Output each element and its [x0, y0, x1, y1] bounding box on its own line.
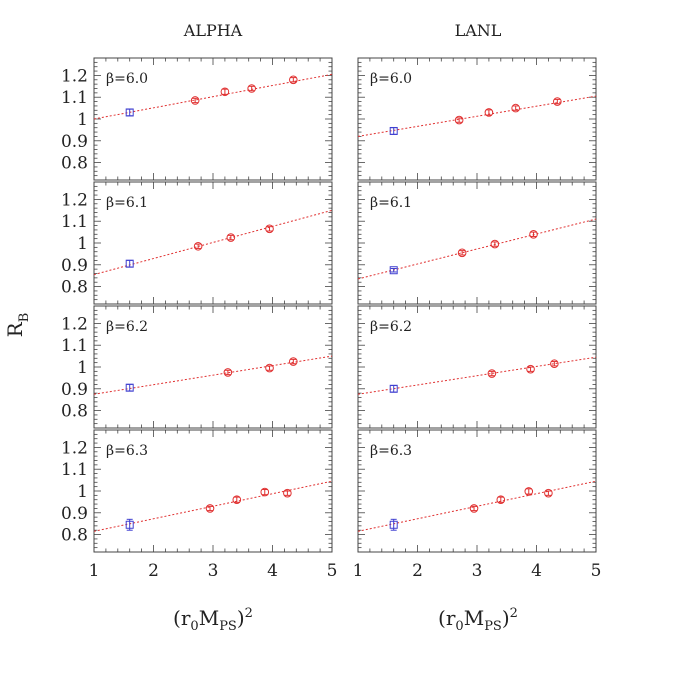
data-point-circle — [190, 96, 200, 105]
y-tick-label: 0.8 — [61, 278, 88, 298]
beta-label: β=6.1 — [106, 195, 148, 211]
y-tick-label: 0.8 — [61, 402, 88, 422]
data-point-circle — [265, 363, 274, 373]
x-tick-label: 4 — [531, 561, 542, 581]
data-point-circle — [193, 241, 203, 251]
data-point-circle — [457, 248, 467, 258]
panel-lanl-row-2: β=6.1 — [357, 181, 597, 305]
y-tick-label: 1.1 — [61, 212, 88, 232]
beta-label: β=6.2 — [106, 319, 148, 335]
y-tick-label: 1.2 — [61, 438, 88, 458]
x-tick-label: 4 — [267, 561, 278, 581]
data-point-circle — [265, 224, 274, 234]
data-point-square — [389, 126, 398, 135]
data-point-square — [125, 520, 134, 529]
data-point-square — [125, 383, 134, 392]
data-point-circle — [484, 108, 494, 117]
beta-label: β=6.1 — [370, 195, 412, 211]
column-title-alpha: ALPHA — [183, 21, 243, 40]
panel-grid: 0.80.911.11.2 β=6.0 β=6.00.80.911.11.2 β=6.… — [61, 57, 597, 553]
y-tick-label: 1.2 — [61, 66, 88, 86]
data-point-circle — [511, 103, 520, 113]
y-tick-label: 1.1 — [61, 336, 88, 356]
panel-alpha-row-4: 0.80.911.11.2 β=6.3 — [61, 429, 333, 553]
data-point-square — [125, 108, 134, 117]
panel-lanl-row-4: β=6.3 — [357, 429, 597, 553]
data-point-square — [389, 520, 398, 529]
beta-label: β=6.2 — [370, 319, 412, 335]
y-tick-label: 0.9 — [61, 256, 88, 276]
data-point-circle — [223, 368, 233, 377]
beta-label: β=6.3 — [106, 443, 148, 459]
y-tick-label: 1 — [77, 110, 88, 130]
y-tick-label: 0.9 — [61, 504, 88, 524]
data-point-circle — [524, 487, 534, 496]
data-point-circle — [550, 359, 559, 369]
data-point-circle — [544, 488, 553, 498]
beta-label: β=6.3 — [370, 443, 412, 459]
data-point-circle — [226, 233, 236, 242]
panel-alpha-row-1: 0.80.911.11.2 β=6.0 — [61, 57, 333, 181]
data-point-circle — [529, 229, 538, 239]
y-tick-label: 1 — [77, 482, 88, 502]
panel-lanl-row-3: β=6.2 — [357, 305, 597, 429]
y-tick-label: 1.2 — [61, 190, 88, 210]
x-tick-label: 2 — [412, 561, 423, 581]
x-tick-label: 1 — [353, 561, 364, 581]
data-point-circle — [490, 239, 500, 249]
data-point-square — [389, 266, 398, 275]
data-point-circle — [454, 115, 464, 125]
data-point-circle — [469, 504, 479, 513]
x-tick-label: 5 — [327, 561, 338, 581]
data-point-circle — [496, 495, 506, 505]
panel-lanl-row-1: β=6.0 — [357, 57, 597, 181]
data-point-circle — [205, 504, 215, 513]
panel-alpha-row-3: 0.80.911.11.2 β=6.2 — [61, 305, 333, 429]
x-axis-label-alpha: (r0MPS)2 — [173, 606, 253, 634]
y-tick-label: 1.1 — [61, 460, 88, 480]
x-tick-label: 2 — [148, 561, 159, 581]
y-tick-label: 0.9 — [61, 132, 88, 152]
y-tick-label: 1.2 — [61, 314, 88, 334]
x-tick-label: 3 — [208, 561, 219, 581]
data-point-square — [389, 384, 398, 393]
x-tick-label: 1 — [89, 561, 100, 581]
y-tick-label: 0.8 — [61, 154, 88, 174]
y-tick-label: 0.9 — [61, 380, 88, 400]
data-point-circle — [247, 84, 256, 93]
beta-label: β=6.0 — [370, 71, 412, 87]
column-title-lanl: LANL — [455, 21, 502, 40]
y-tick-label: 0.8 — [61, 526, 88, 546]
panel-alpha-row-2: 0.80.911.11.2 β=6.1 — [61, 181, 333, 305]
x-tick-label: 5 — [591, 561, 602, 581]
data-point-circle — [260, 487, 270, 497]
data-point-circle — [553, 97, 562, 106]
data-point-square — [125, 259, 134, 268]
data-point-circle — [283, 488, 292, 498]
data-point-circle — [526, 364, 535, 374]
data-point-circle — [289, 75, 298, 85]
data-point-circle — [487, 369, 497, 378]
data-point-circle — [232, 495, 242, 505]
data-point-circle — [220, 87, 230, 97]
x-axis-label-lanl: (r0MPS)2 — [438, 606, 518, 634]
y-tick-label: 1.1 — [61, 88, 88, 108]
beta-label: β=6.0 — [106, 71, 148, 87]
y-tick-label: 1 — [77, 234, 88, 254]
y-tick-label: 1 — [77, 358, 88, 378]
x-tick-label: 3 — [472, 561, 483, 581]
data-point-circle — [289, 357, 298, 366]
y-axis-label: RB — [3, 313, 32, 338]
